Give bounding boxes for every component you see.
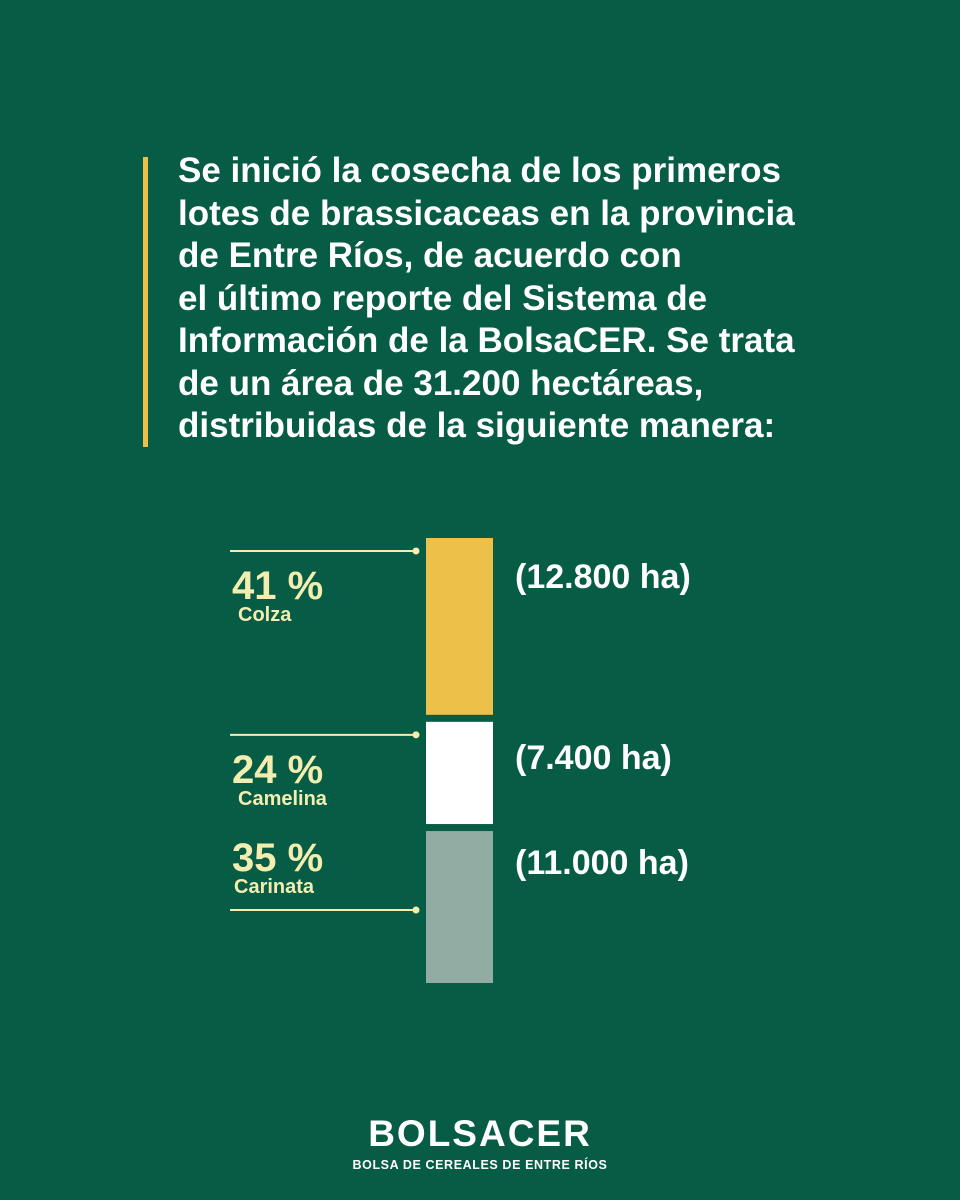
percent-label-colza: 41 % xyxy=(232,564,323,608)
bolsacer-logo: BOLSACER BOLSA DE CEREALES DE ENTRE RÍOS xyxy=(0,1112,960,1172)
value-label-carinata: (11.000 ha) xyxy=(515,844,689,882)
name-label-camelina: Camelina xyxy=(238,788,328,810)
bar-segment-carinata xyxy=(426,831,493,983)
percent-label-camelina: 24 % xyxy=(232,748,323,792)
percent-label-carinata: 35 % xyxy=(232,836,323,880)
accent-bar xyxy=(143,157,148,447)
intro-text: Se inició la cosecha de los primeros lot… xyxy=(178,151,795,445)
bar-segment-camelina xyxy=(426,721,493,825)
value-label-camelina: (7.400 ha) xyxy=(515,739,672,777)
bar-segment-colza xyxy=(426,538,493,715)
leader-dot-camelina xyxy=(412,731,420,739)
logo-subtitle: BOLSA DE CEREALES DE ENTRE RÍOS xyxy=(352,1158,608,1172)
leader-dot-carinata xyxy=(412,906,420,914)
leader-dot-colza xyxy=(412,547,420,555)
name-label-colza: Colza xyxy=(238,604,292,626)
name-label-carinata: Carinata xyxy=(234,876,315,898)
value-label-colza: (12.800 ha) xyxy=(515,558,691,596)
logo-name: BOLSACER xyxy=(368,1113,592,1154)
